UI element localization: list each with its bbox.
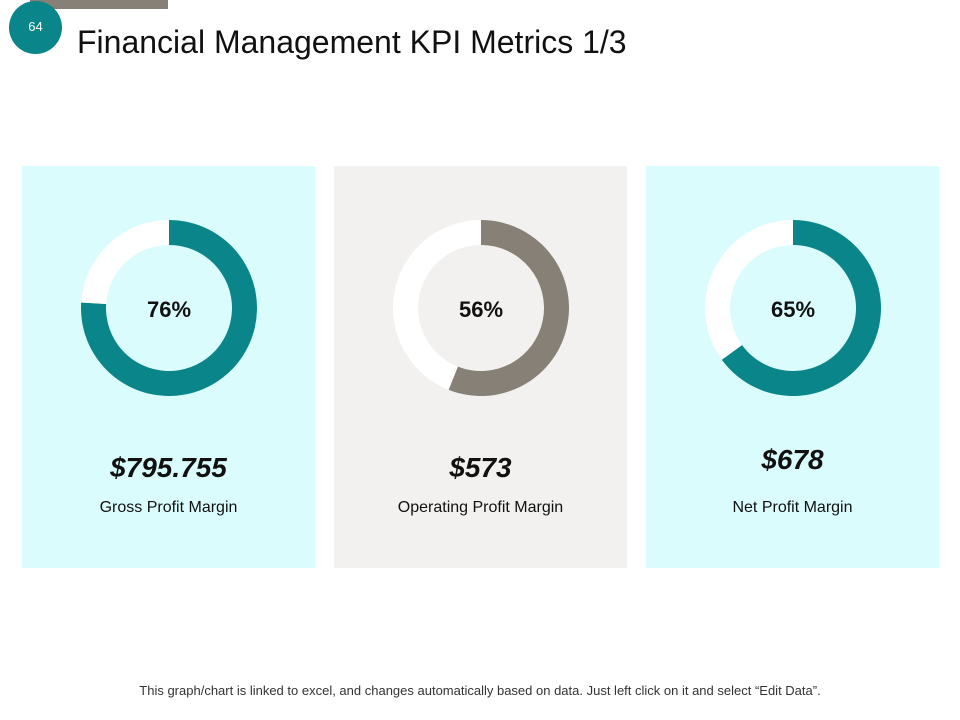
kpi-card-gross-profit[interactable]: 76% $795.755 Gross Profit Margin: [22, 166, 315, 568]
donut-segment-remainder[interactable]: [81, 220, 169, 305]
kpi-value-operating-profit: $573: [449, 452, 512, 483]
donut-segment-remainder[interactable]: [705, 220, 793, 360]
donut-chart-net-profit[interactable]: [704, 219, 882, 397]
kpi-name-operating-profit: Operating Profit Margin: [397, 499, 564, 516]
kpi-card-net-profit[interactable]: 65% $678 Net Profit Margin: [646, 166, 939, 568]
kpi-value-net-profit: $678: [761, 444, 824, 475]
donut-segment-value[interactable]: [448, 220, 569, 396]
donut-segment-value[interactable]: [721, 220, 881, 396]
kpi-name-gross-profit: Gross Profit Margin: [99, 499, 238, 516]
page-number-badge: 64: [9, 1, 62, 54]
kpi-value-gross-profit: $795.755: [110, 452, 227, 483]
footer-note: This graph/chart is linked to excel, and…: [139, 683, 821, 698]
donut-label-net-profit: 65%: [770, 297, 816, 322]
kpi-card-operating-profit[interactable]: 56% $573 Operating Profit Margin: [334, 166, 627, 568]
donut-chart-operating-profit[interactable]: [392, 219, 570, 397]
donut-label-gross-profit: 76%: [146, 297, 192, 322]
top-accent-bar: [30, 0, 168, 9]
page-title: Financial Management KPI Metrics 1/3: [77, 24, 627, 60]
donut-chart-gross-profit[interactable]: [80, 219, 258, 397]
donut-segment-remainder[interactable]: [392, 220, 481, 390]
donut-label-operating-profit: 56%: [458, 297, 504, 322]
kpi-name-net-profit: Net Profit Margin: [732, 499, 853, 516]
